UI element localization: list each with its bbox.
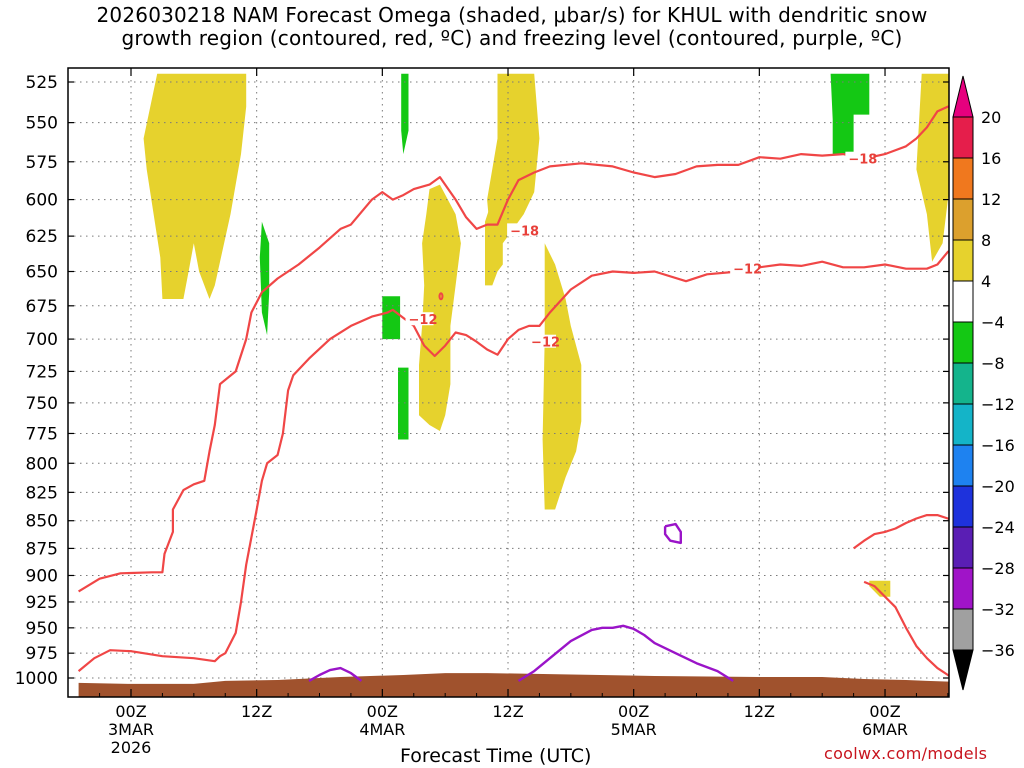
omega-region-10 xyxy=(382,296,401,340)
contour-label-4: −12 xyxy=(531,336,560,351)
colorbar-label-4: 4 xyxy=(981,272,991,291)
date-label-24: 4MAR xyxy=(359,720,405,739)
colorbar-label-12: −32 xyxy=(981,600,1015,619)
omega-region-4 xyxy=(542,243,582,510)
time-label-48: 00Z xyxy=(618,702,649,721)
freezing-contour-0 xyxy=(308,666,363,682)
pressure-label-775: 775 xyxy=(26,424,58,444)
credit-link[interactable]: coolwx.com/models xyxy=(824,744,988,763)
contour-label-1: −18 xyxy=(510,224,539,239)
omega-region-2 xyxy=(419,184,461,431)
pressure-label-975: 975 xyxy=(26,644,58,664)
date-label-72: 6MAR xyxy=(862,720,908,739)
colorbar-label-10: −24 xyxy=(981,518,1015,537)
pressure-label-725: 725 xyxy=(26,362,58,382)
pressure-label-825: 825 xyxy=(26,483,58,503)
dendritic-contour-3 xyxy=(863,580,949,677)
dendritic-contour-1 xyxy=(78,105,949,593)
colorbar-label-9: −20 xyxy=(981,477,1015,496)
pressure-label-875: 875 xyxy=(26,539,58,559)
time-label-60: 12Z xyxy=(744,702,775,721)
plot-area: −18 −18 −12 −12 −12 xyxy=(68,68,949,697)
colorbar-label-2: 12 xyxy=(981,190,1001,209)
contour-label-0: −18 xyxy=(848,153,877,168)
pressure-label-575: 575 xyxy=(26,153,58,173)
colorbar-bottom-arrow xyxy=(952,649,974,691)
colorbar-swatch-7 xyxy=(952,403,974,446)
pressure-label-625: 625 xyxy=(26,227,58,247)
colorbar-swatch-1 xyxy=(952,157,974,200)
colorbar-swatch-6 xyxy=(952,362,974,405)
colorbar-label-0: 20 xyxy=(981,108,1001,127)
omega-region-8 xyxy=(401,73,409,155)
colorbar-label-6: −8 xyxy=(981,354,1005,373)
pressure-label-600: 600 xyxy=(26,191,58,211)
time-label-24: 00Z xyxy=(367,702,398,721)
freezing-contour-1 xyxy=(517,624,734,682)
date-label-48: 5MAR xyxy=(611,720,657,739)
date-label-0: 3MAR xyxy=(108,720,154,739)
pressure-label-700: 700 xyxy=(26,330,58,350)
title-line-1: 2026030218 NAM Forecast Omega (shaded, μ… xyxy=(96,3,928,27)
colorbar-swatch-12 xyxy=(952,608,974,651)
colorbar-label-1: 16 xyxy=(981,149,1001,168)
colorbar-swatch-4 xyxy=(952,280,974,323)
pressure-label-900: 900 xyxy=(26,566,58,586)
colorbar-swatch-5 xyxy=(952,321,974,364)
omega-region-6 xyxy=(869,580,891,597)
colorbar-top-arrow xyxy=(952,75,974,118)
colorbar-label-8: −16 xyxy=(981,436,1015,455)
pressure-label-950: 950 xyxy=(26,619,58,639)
contour-label-3: −12 xyxy=(409,313,438,328)
colorbar-label-11: −28 xyxy=(981,559,1015,578)
colorbar-swatch-10 xyxy=(952,526,974,569)
colorbar-swatch-0 xyxy=(952,116,974,159)
x-axis-label: Forecast Time (UTC) xyxy=(400,745,592,767)
chart-title: 2026030218 NAM Forecast Omega (shaded, μ… xyxy=(0,4,1024,50)
colorbar-label-7: −12 xyxy=(981,395,1015,414)
dendritic-contour-2 xyxy=(852,513,949,550)
time-label-72: 00Z xyxy=(869,702,900,721)
pressure-label-525: 525 xyxy=(26,73,58,93)
time-label-12: 12Z xyxy=(241,702,272,721)
omega-region-1 xyxy=(487,73,540,272)
pressure-label-800: 800 xyxy=(26,454,58,474)
pressure-label-1000: 1000 xyxy=(15,669,58,689)
colorbar-swatch-9 xyxy=(952,485,974,528)
colorbar-label-3: 8 xyxy=(981,231,991,250)
omega-region-11 xyxy=(398,367,409,440)
omega-region-5 xyxy=(916,73,949,262)
omega-region-3 xyxy=(485,199,498,286)
colorbar-swatch-11 xyxy=(952,567,974,610)
dendritic-contour-0 xyxy=(77,250,949,672)
pressure-label-650: 650 xyxy=(26,263,58,283)
omega-region-9 xyxy=(259,221,270,336)
colorbar: 20 16 12 8 4 −4 −8 −12 −16 −20 −24 −28 −32 −36 xyxy=(952,75,1015,691)
colorbar-swatch-3 xyxy=(952,239,974,282)
colorbar-label-13: −36 xyxy=(981,641,1015,660)
colorbar-swatch-2 xyxy=(952,198,974,241)
time-label-36: 12Z xyxy=(492,702,523,721)
title-line-2: growth region (contoured, red, ºC) and f… xyxy=(121,26,903,50)
time-label-0: 00Z xyxy=(115,702,146,721)
pressure-label-675: 675 xyxy=(26,297,58,317)
pressure-label-850: 850 xyxy=(26,512,58,532)
terrain xyxy=(78,673,949,697)
colorbar-label-5: −4 xyxy=(981,313,1005,332)
freezing-contour-2 xyxy=(663,522,682,545)
omega-region-0 xyxy=(143,73,247,299)
pressure-label-550: 550 xyxy=(26,114,58,134)
pressure-label-750: 750 xyxy=(26,394,58,414)
colorbar-swatch-8 xyxy=(952,444,974,487)
contour-label-2: −12 xyxy=(733,263,762,278)
omega-region-7 xyxy=(830,73,870,155)
contour-blob xyxy=(438,292,444,301)
pressure-label-925: 925 xyxy=(26,593,58,613)
year-label-0: 2026 xyxy=(111,738,152,757)
